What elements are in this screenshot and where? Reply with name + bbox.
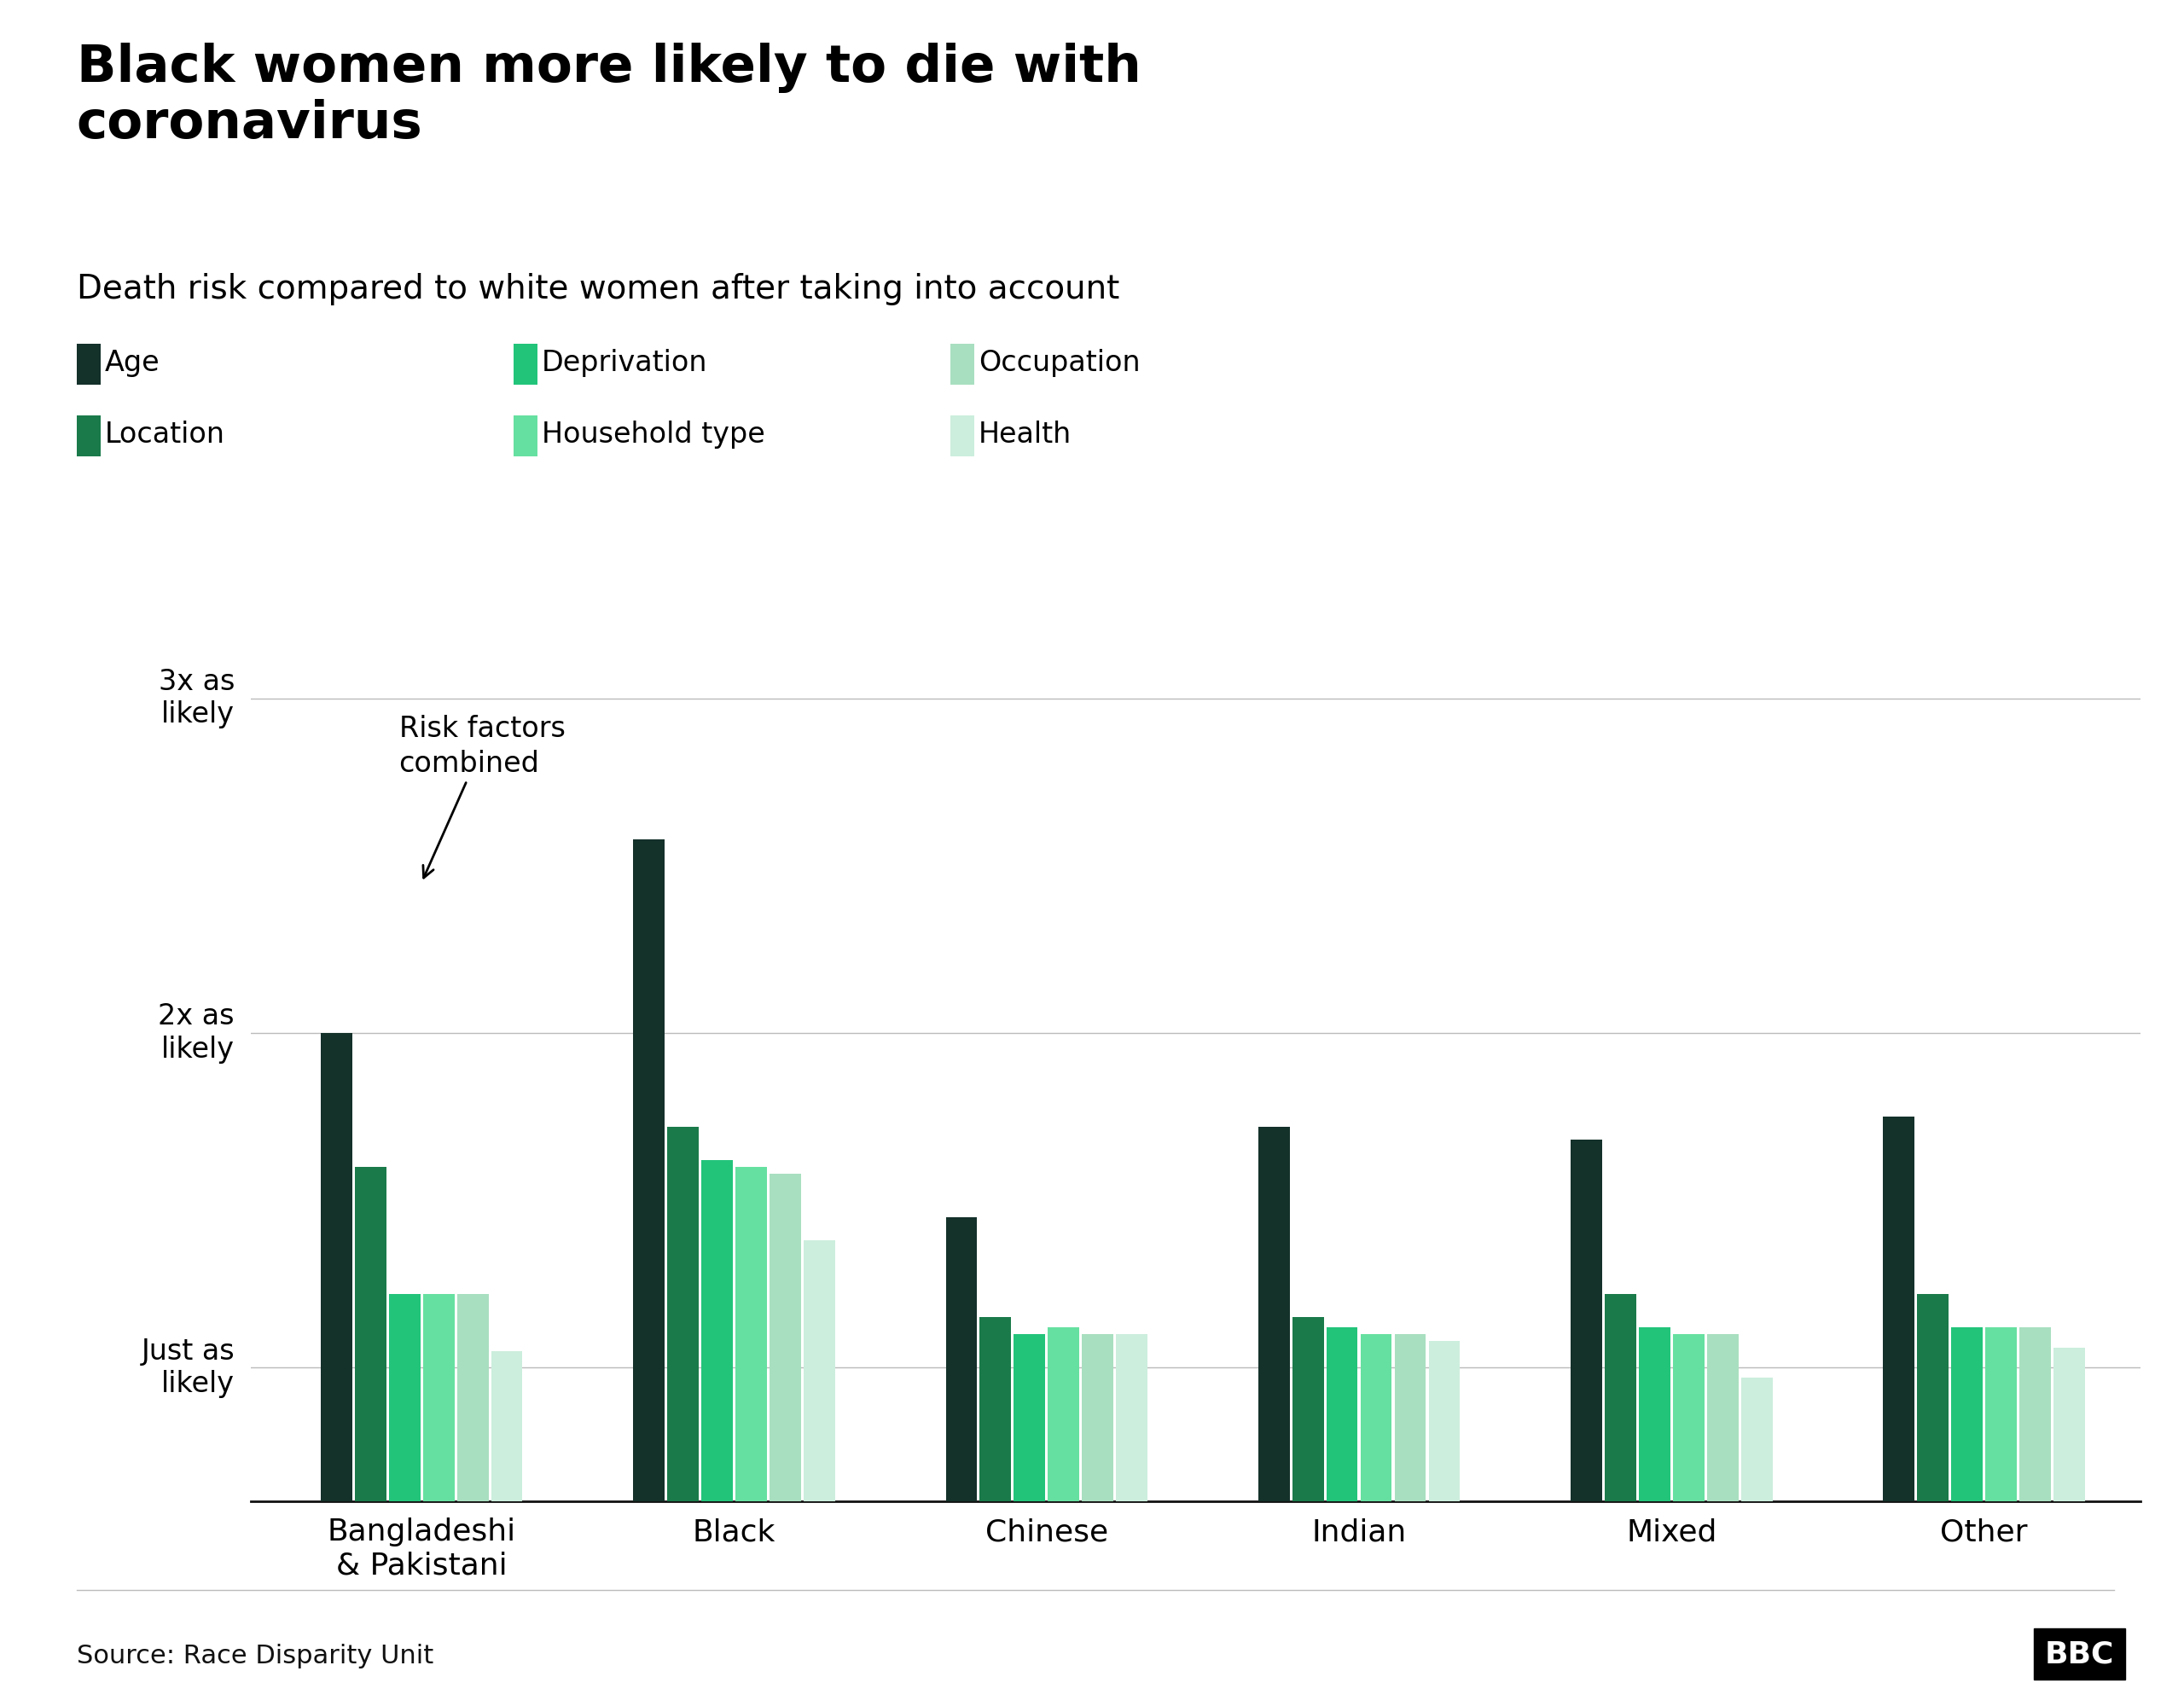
Bar: [736, 1167, 767, 1703]
Bar: [389, 1293, 419, 1703]
Bar: [981, 1317, 1011, 1703]
Bar: [1116, 1334, 1147, 1703]
Bar: [2020, 1327, 2051, 1703]
Bar: [1258, 1126, 1289, 1703]
Bar: [1428, 1341, 1459, 1703]
Text: Black women more likely to die with
coronavirus: Black women more likely to die with coro…: [76, 43, 1140, 148]
Bar: [668, 1126, 699, 1703]
Bar: [354, 1167, 387, 1703]
Text: Risk factors
combined: Risk factors combined: [400, 715, 566, 879]
Bar: [1396, 1334, 1426, 1703]
Bar: [769, 1174, 802, 1703]
Bar: [424, 1293, 454, 1703]
Text: Occupation: Occupation: [978, 350, 1140, 377]
Bar: [1361, 1334, 1391, 1703]
Text: BBC: BBC: [2044, 1639, 2114, 1668]
Text: Deprivation: Deprivation: [542, 350, 708, 377]
Text: Location: Location: [105, 421, 225, 449]
Bar: [1708, 1334, 1738, 1703]
Bar: [804, 1240, 834, 1703]
Bar: [1673, 1334, 1704, 1703]
Bar: [2053, 1348, 2086, 1703]
Bar: [1293, 1317, 1324, 1703]
Text: Health: Health: [978, 421, 1072, 449]
Bar: [1950, 1327, 1983, 1703]
Bar: [1570, 1140, 1603, 1703]
Bar: [1605, 1293, 1636, 1703]
Text: Source: Race Disparity Unit: Source: Race Disparity Unit: [76, 1645, 432, 1668]
Bar: [1741, 1377, 1773, 1703]
Text: Death risk compared to white women after taking into account: Death risk compared to white women after…: [76, 273, 1118, 305]
Bar: [1918, 1293, 1948, 1703]
Bar: [1013, 1334, 1046, 1703]
Bar: [1048, 1327, 1079, 1703]
Bar: [1638, 1327, 1671, 1703]
Bar: [1326, 1327, 1358, 1703]
Bar: [321, 1032, 352, 1703]
Bar: [701, 1160, 734, 1703]
Bar: [456, 1293, 489, 1703]
Bar: [633, 839, 664, 1703]
Bar: [1883, 1117, 1915, 1703]
Bar: [491, 1351, 522, 1703]
Text: Age: Age: [105, 350, 159, 377]
Text: Household type: Household type: [542, 421, 764, 449]
Bar: [946, 1216, 976, 1703]
Bar: [1081, 1334, 1114, 1703]
Bar: [1985, 1327, 2016, 1703]
